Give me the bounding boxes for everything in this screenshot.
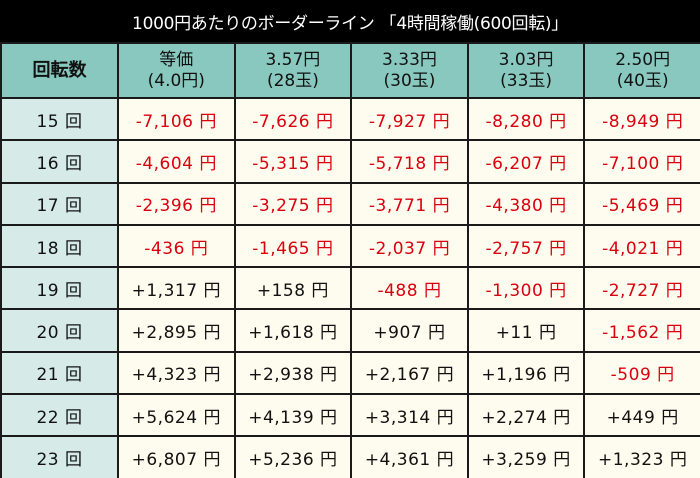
table-cell-value: +2,895 円 xyxy=(117,308,236,353)
table-cell-value: -4,021 円 xyxy=(583,223,700,269)
table-row: 17 回 -2,396 円 -3,275 円 -3,771 円 -4,380 円 -5,4… xyxy=(0,181,700,226)
row-label-spins: 16 回 xyxy=(0,139,119,184)
table-cell-value: +3,314 円 xyxy=(350,393,469,438)
table-cell-value: +2,938 円 xyxy=(233,350,353,396)
table-cell-value: +4,139 円 xyxy=(233,393,353,438)
column-header-spins: 回転数 xyxy=(0,42,119,99)
column-header-rate-equal: 等価 (4.0円) xyxy=(117,42,236,99)
table-cell-value: +907 円 xyxy=(350,308,469,353)
table-cell-value: -2,757 円 xyxy=(466,223,586,269)
row-label-spins: 23 回 xyxy=(0,435,119,478)
table-cell-value: -2,037 円 xyxy=(350,223,469,269)
table-row: 22 回 +5,624 円 +4,139 円 +3,314 円 +2,274 円 +449… xyxy=(0,393,700,438)
column-header-balls: (30玉) xyxy=(383,70,436,91)
table-row: 16 回 -4,604 円 -5,315 円 -5,718 円 -6,207 円 -7,1… xyxy=(0,139,700,184)
column-header-rate: 3.57円 xyxy=(265,49,321,70)
row-label-spins: 17 回 xyxy=(0,181,119,226)
table-cell-value: -2,727 円 xyxy=(583,266,700,311)
column-header-rate-303: 3.03円 (33玉) xyxy=(466,42,586,99)
table-cell-value: -5,718 円 xyxy=(350,139,469,184)
table-cell-value: -4,604 円 xyxy=(117,139,236,184)
column-header-balls: (28玉) xyxy=(266,70,319,91)
table-cell-value: +449 円 xyxy=(583,393,700,438)
table-row: 21 回 +4,323 円 +2,938 円 +2,167 円 +1,196 円 -509… xyxy=(0,350,700,396)
table-cell-value: -3,771 円 xyxy=(350,181,469,226)
table-cell-value: +1,618 円 xyxy=(233,308,353,353)
row-label-spins: 21 回 xyxy=(0,350,119,396)
table-cell-value: -2,396 円 xyxy=(117,181,236,226)
table-cell-value: -1,562 円 xyxy=(583,308,700,353)
table-row: 20 回 +2,895 円 +1,618 円 +907 円 +11 円 -1,562 円 xyxy=(0,308,700,353)
column-header-balls: (40玉) xyxy=(616,70,669,91)
table-row: 15 回 -7,106 円 -7,626 円 -7,927 円 -8,280 円 -8,9… xyxy=(0,96,700,142)
table-cell-value: +1,196 円 xyxy=(466,350,586,396)
column-header-rate: 2.50円 xyxy=(615,49,671,70)
table-cell-value: +11 円 xyxy=(466,308,586,353)
table-cell-value: +2,167 円 xyxy=(350,350,469,396)
table-cell-value: +1,323 円 xyxy=(583,435,700,478)
table-cell-value: -509 円 xyxy=(583,350,700,396)
table-cell-value: -8,949 円 xyxy=(583,96,700,142)
row-label-spins: 20 回 xyxy=(0,308,119,353)
table-cell-value: -7,626 円 xyxy=(233,96,353,142)
row-label-spins: 19 回 xyxy=(0,266,119,311)
table-cell-value: -6,207 円 xyxy=(466,139,586,184)
border-line-table: 回転数 等価 (4.0円) 3.57円 (28玉) 3.33円 (30玉) 3.… xyxy=(0,42,700,478)
column-header-rate-333: 3.33円 (30玉) xyxy=(350,42,469,99)
table-cell-value: +5,624 円 xyxy=(117,393,236,438)
column-header-balls: (33玉) xyxy=(500,70,553,91)
table-cell-value: -5,469 円 xyxy=(583,181,700,226)
table-cell-value: +1,317 円 xyxy=(117,266,236,311)
table-cell-value: -488 円 xyxy=(350,266,469,311)
table-cell-value: -436 円 xyxy=(117,223,236,269)
table-cell-value: -8,280 円 xyxy=(466,96,586,142)
table-cell-value: -4,380 円 xyxy=(466,181,586,226)
column-header-rate: 3.03円 xyxy=(498,49,554,70)
column-header-balls: (4.0円) xyxy=(147,70,205,91)
table-title: 1000円あたりのボーダーライン 「4時間稼働(600回転)」 xyxy=(0,0,700,42)
table-cell-value: -3,275 円 xyxy=(233,181,353,226)
table-row: 19 回 +1,317 円 +158 円 -488 円 -1,300 円 -2,727 円 xyxy=(0,266,700,311)
table-cell-value: +6,807 円 xyxy=(117,435,236,478)
row-label-spins: 18 回 xyxy=(0,223,119,269)
column-header-rate: 等価 xyxy=(159,49,194,70)
table-cell-value: +4,361 円 xyxy=(350,435,469,478)
column-header-label: 回転数 xyxy=(32,60,87,81)
column-header-rate: 3.33円 xyxy=(382,49,437,70)
table-cell-value: -1,465 円 xyxy=(233,223,353,269)
row-label-spins: 15 回 xyxy=(0,96,119,142)
table-cell-value: -5,315 円 xyxy=(233,139,353,184)
table-cell-value: +5,236 円 xyxy=(233,435,353,478)
table-cell-value: -1,300 円 xyxy=(466,266,586,311)
table-cell-value: +3,259 円 xyxy=(466,435,586,478)
row-label-spins: 22 回 xyxy=(0,393,119,438)
table-cell-value: -7,927 円 xyxy=(350,96,469,142)
header-row: 回転数 等価 (4.0円) 3.57円 (28玉) 3.33円 (30玉) 3.… xyxy=(0,42,700,99)
table-row: 18 回 -436 円 -1,465 円 -2,037 円 -2,757 円 -4,021… xyxy=(0,223,700,269)
column-header-rate-357: 3.57円 (28玉) xyxy=(233,42,353,99)
table-cell-value: -7,100 円 xyxy=(583,139,700,184)
column-header-rate-250: 2.50円 (40玉) xyxy=(583,42,700,99)
table-cell-value: +4,323 円 xyxy=(117,350,236,396)
table-cell-value: -7,106 円 xyxy=(117,96,236,142)
table-row: 23 回 +6,807 円 +5,236 円 +4,361 円 +3,259 円 +1,3… xyxy=(0,435,700,478)
table-cell-value: +2,274 円 xyxy=(466,393,586,438)
table-cell-value: +158 円 xyxy=(233,266,353,311)
